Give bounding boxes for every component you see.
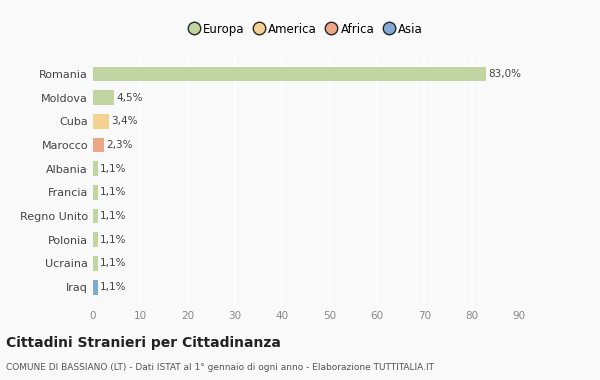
Bar: [93, 233, 98, 247]
Text: Cittadini Stranieri per Cittadinanza: Cittadini Stranieri per Cittadinanza: [6, 336, 281, 350]
Bar: [93, 256, 98, 271]
Text: 1,1%: 1,1%: [100, 282, 127, 292]
Text: 1,1%: 1,1%: [100, 164, 127, 174]
Bar: [93, 280, 98, 294]
Text: 1,1%: 1,1%: [100, 258, 127, 268]
Text: 1,1%: 1,1%: [100, 235, 127, 245]
Text: 1,1%: 1,1%: [100, 211, 127, 221]
Text: 1,1%: 1,1%: [100, 187, 127, 197]
Bar: [93, 138, 104, 152]
Text: 3,4%: 3,4%: [111, 116, 137, 126]
Text: 4,5%: 4,5%: [116, 93, 143, 103]
Text: 83,0%: 83,0%: [488, 69, 521, 79]
Bar: [93, 114, 109, 128]
Bar: [93, 185, 98, 200]
Text: 2,3%: 2,3%: [106, 140, 132, 150]
Bar: [93, 66, 486, 81]
Text: COMUNE DI BASSIANO (LT) - Dati ISTAT al 1° gennaio di ogni anno - Elaborazione T: COMUNE DI BASSIANO (LT) - Dati ISTAT al …: [6, 363, 434, 372]
Bar: [93, 90, 114, 105]
Bar: [93, 161, 98, 176]
Legend: Europa, America, Africa, Asia: Europa, America, Africa, Asia: [184, 18, 428, 41]
Bar: [93, 209, 98, 223]
